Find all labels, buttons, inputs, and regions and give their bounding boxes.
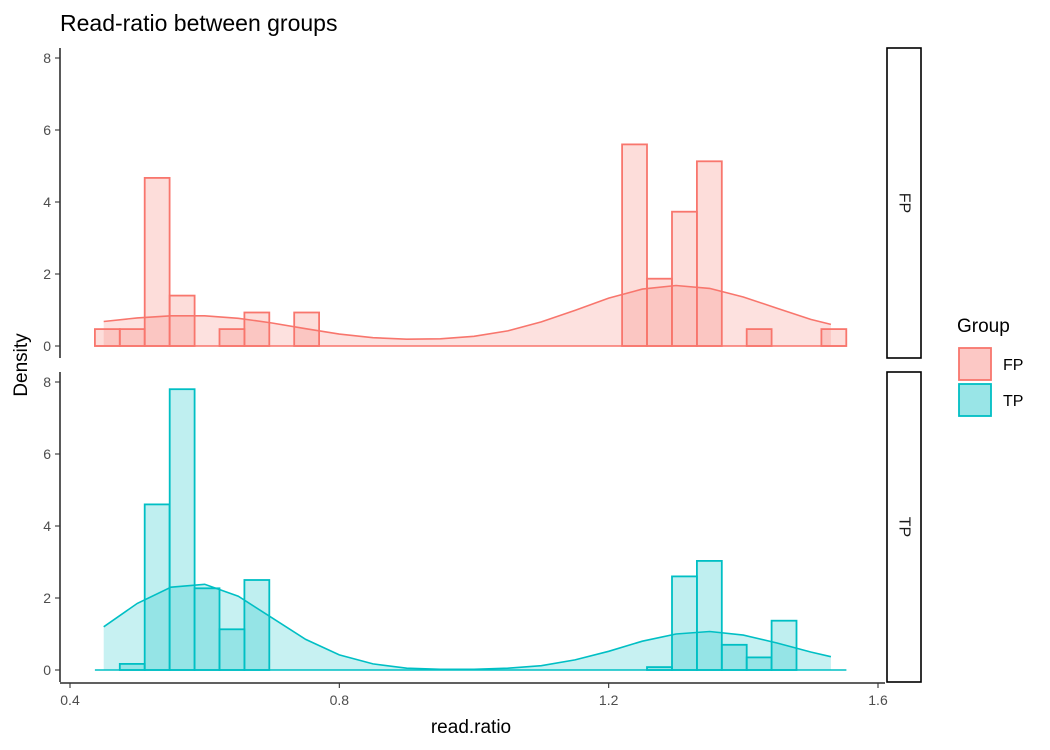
- histogram-bar-fp-8: [646, 277, 673, 347]
- histogram-bar-tp-2: [168, 388, 196, 671]
- facet-strip-fp: [886, 47, 922, 359]
- y-tick-label: 6: [43, 446, 51, 462]
- panel-tp: 0 2 4 6 8 TP: [43, 371, 922, 683]
- histogram-bar-tp-9: [720, 643, 748, 671]
- density-line-fp: [103, 284, 832, 341]
- facet-strip-label: TP: [896, 517, 913, 537]
- chart-panels: 0 2 4 6 8 FP 0 2 4 6 8 TP: [43, 47, 922, 683]
- x-tick-label: 0.8: [330, 692, 350, 708]
- histogram-bar-fp-4: [218, 328, 246, 347]
- histogram-bar-fp-7: [621, 143, 648, 347]
- histogram-bar-fp-10: [696, 160, 723, 347]
- y-tick-label: 8: [43, 374, 51, 390]
- legend-key-tp: [958, 383, 992, 417]
- histogram-bar-fp-3: [168, 294, 196, 347]
- legend-key-fp: [958, 347, 992, 381]
- y-tick-label: 2: [43, 266, 51, 282]
- histogram-bar-fp-1: [118, 328, 146, 347]
- panel-fp: 0 2 4 6 8 FP: [43, 47, 922, 359]
- histogram-bar-fp-2: [143, 176, 171, 347]
- y-tick-label: 0: [43, 662, 51, 678]
- legend: Group FP TP: [957, 316, 1023, 417]
- histogram-bar-tp-4: [218, 628, 246, 671]
- x-tick-label: 0.4: [60, 692, 80, 708]
- y-tick-label: 2: [43, 590, 51, 606]
- y-axis-title: Density: [11, 333, 32, 397]
- histogram-bar-tp-7: [671, 575, 698, 671]
- x-tick-label: 1.2: [599, 692, 619, 708]
- legend-label-tp: TP: [1003, 393, 1023, 410]
- y-tick-label: 6: [43, 122, 51, 138]
- density-area-fp: [103, 285, 831, 346]
- histogram-bar-tp-3: [193, 587, 221, 671]
- histogram-bar-tp-1: [143, 503, 171, 671]
- chart-title: Read-ratio between groups: [60, 10, 337, 36]
- histogram-bar-fp-9: [671, 210, 698, 347]
- histogram-bar-fp-11: [745, 328, 773, 347]
- x-axis: 0.4 0.8 1.2 1.6: [60, 682, 888, 708]
- histogram-bar-tp-10: [745, 656, 773, 671]
- y-tick-label: 8: [43, 50, 51, 66]
- histogram-bar-fp-0: [94, 328, 121, 347]
- legend-title: Group: [957, 316, 1010, 337]
- histogram-bar-fp-12: [820, 328, 848, 347]
- histogram-bar-tp-5: [243, 579, 271, 671]
- x-tick-label: 1.6: [868, 692, 888, 708]
- y-tick-label: 0: [43, 338, 51, 354]
- facet-strip-tp: [886, 371, 922, 683]
- histogram-bar-tp-8: [696, 560, 723, 671]
- legend-label-fp: FP: [1003, 357, 1023, 374]
- facet-strip-label: FP: [896, 193, 913, 213]
- y-tick-label: 4: [43, 518, 51, 534]
- x-axis-title: read.ratio: [431, 717, 511, 738]
- density-area-tp: [103, 584, 831, 670]
- y-tick-label: 4: [43, 194, 51, 210]
- histogram-bar-fp-5: [243, 311, 271, 347]
- histogram-bar-tp-0: [118, 663, 146, 671]
